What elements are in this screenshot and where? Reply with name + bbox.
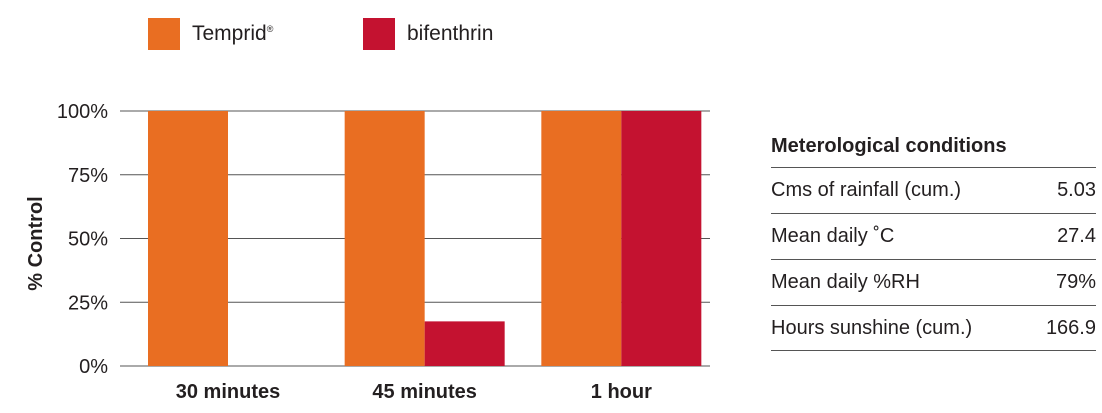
bar — [541, 111, 622, 366]
met-row-label: Mean daily %RH — [771, 271, 920, 293]
x-category-label: 30 minutes — [176, 381, 280, 403]
met-row-label: Cms of rainfall (cum.) — [771, 179, 962, 201]
bar — [424, 321, 505, 366]
legend-item-bifenthrin: bifenthrin — [363, 18, 493, 50]
y-tick-label: 0% — [79, 356, 108, 378]
bar — [621, 111, 702, 366]
bar — [344, 111, 425, 366]
meteorological-table: Meterological conditions Cms of rainfall… — [771, 131, 1096, 351]
bar — [148, 111, 228, 366]
met-table-title: Meterological conditions — [771, 135, 1007, 157]
legend-swatch-bifenthrin — [363, 18, 395, 50]
x-category-label: 45 minutes — [372, 381, 476, 403]
met-row: Mean daily %RH 79% — [771, 259, 1096, 305]
legend-label-temprid: Temprid® — [192, 22, 274, 45]
x-category-label: 1 hour — [591, 381, 652, 403]
y-axis-label: % Control — [25, 196, 47, 290]
y-tick-label: 75% — [68, 165, 108, 187]
legend-label-bifenthrin: bifenthrin — [407, 22, 494, 45]
met-row-label: Mean daily ˚C — [771, 225, 895, 247]
met-row: Mean daily ˚C 27.4 — [771, 213, 1096, 259]
y-tick-label: 100% — [57, 101, 108, 123]
met-row-label: Hours sunshine (cum.) — [771, 316, 973, 339]
y-tick-label: 25% — [68, 292, 108, 314]
y-tick-label: 50% — [68, 229, 108, 251]
bar-chart: 0% 25% 50% 75% 100% 30 minutes 45 minutes 1 hou… — [25, 101, 710, 403]
met-row-value: 27.4 — [1057, 225, 1096, 247]
legend-item-temprid: Temprid® — [148, 18, 273, 50]
met-row-value: 166.9 — [1045, 316, 1096, 339]
legend-swatch-temprid — [148, 18, 180, 50]
met-row-value: 5.03 — [1057, 179, 1096, 201]
met-row: Cms of rainfall (cum.) 5.03 — [771, 167, 1096, 213]
met-row-value: 79% — [1055, 271, 1096, 293]
met-row: Hours sunshine (cum.) 166.9 — [771, 305, 1096, 351]
